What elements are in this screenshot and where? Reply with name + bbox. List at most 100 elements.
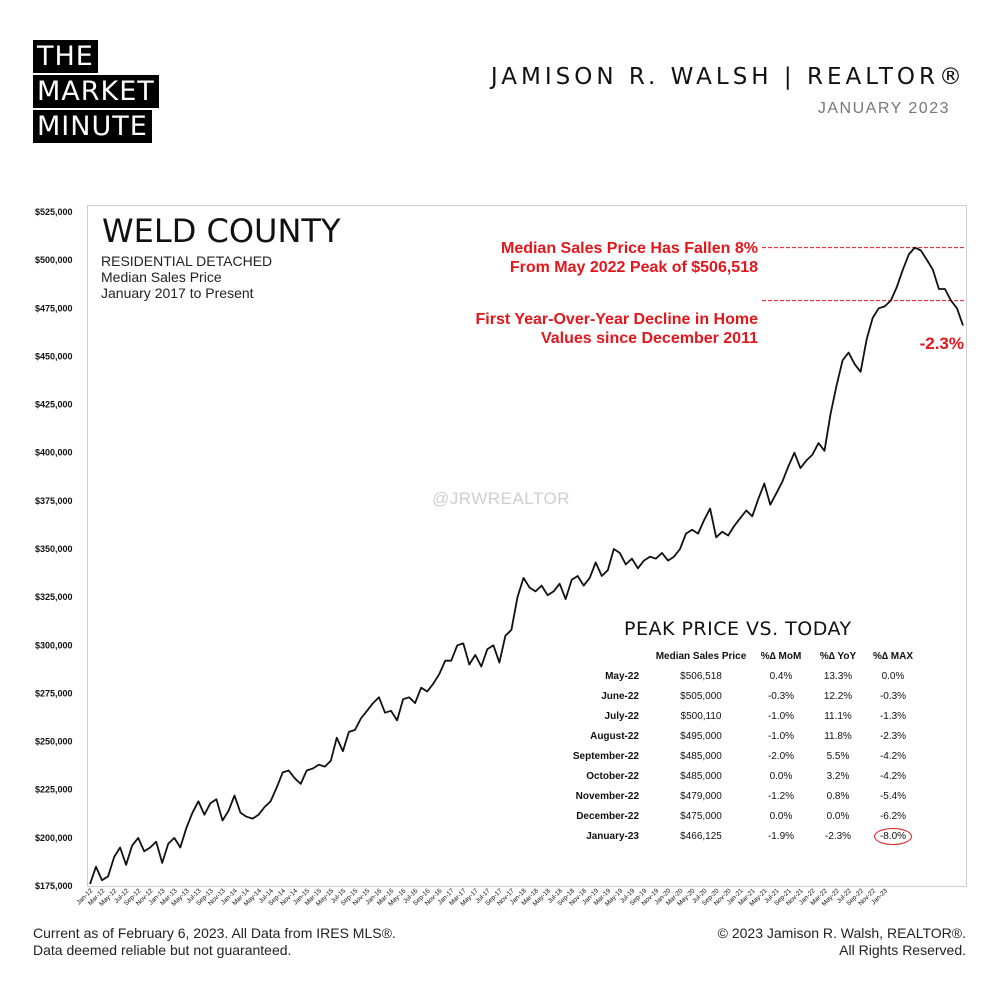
logo-line: THE	[33, 40, 98, 73]
table-cell: -1.0%	[767, 730, 795, 742]
footer-left: Current as of February 6, 2023. All Data…	[33, 925, 396, 959]
table-cell: 11.8%	[824, 730, 852, 742]
chart-title: WELD COUNTY	[102, 212, 341, 250]
table-header-row: Median Sales Price %∆ MoM %∆ YoY %∆ MAX	[565, 646, 921, 666]
column-header: %∆ MAX	[872, 650, 913, 662]
table-cell: 11.1%	[824, 710, 852, 722]
table-cell: -8.0%	[865, 826, 921, 846]
table-cell: -1.9%	[767, 830, 795, 842]
table-cell: -1.3%	[879, 710, 907, 722]
decline-annotation-line2: Values since December 2011	[540, 330, 758, 347]
series-line	[89, 246, 964, 885]
table-cell: December-22	[576, 810, 639, 822]
y-tick-label: $350,000	[35, 544, 73, 554]
table-cell: 0.0%	[769, 770, 793, 782]
table-cell: 5.5%	[826, 750, 850, 762]
decline-value: -2.3%	[919, 334, 964, 353]
table-row: July-22 $500,110 -1.0% 11.1% -1.3%	[565, 706, 921, 726]
table-cell: -4.2%	[879, 770, 907, 782]
y-tick-label: $400,000	[35, 448, 73, 458]
footer-right-line1: © 2023 Jamison R. Walsh, REALTOR®.	[717, 925, 966, 941]
table-cell: $475,000	[680, 810, 722, 822]
y-tick-label: $275,000	[35, 688, 73, 698]
table-cell: 12.2%	[823, 690, 853, 702]
table-cell: $479,000	[680, 790, 722, 802]
column-header	[565, 646, 651, 666]
table-cell: 3.2%	[826, 770, 850, 782]
chart-subtitle-2: Median Sales Price	[101, 269, 222, 285]
highlight-circle: -8.0%	[873, 827, 913, 845]
y-tick-label: $225,000	[35, 785, 73, 795]
column-header: %∆ MoM	[760, 650, 802, 662]
table-cell: -1.0%	[767, 710, 795, 722]
peak-table: Median Sales Price %∆ MoM %∆ YoY %∆ MAX …	[565, 646, 921, 846]
table-row: December-22 $475,000 0.0% 0.0% -6.2%	[565, 806, 921, 826]
table-cell: -0.3%	[767, 690, 795, 702]
table-cell: August-22	[590, 730, 639, 742]
y-tick-label: $475,000	[35, 303, 73, 313]
table-row: August-22 $495,000 -1.0% 11.8% -2.3%	[565, 726, 921, 746]
table-cell: -1.2%	[767, 790, 795, 802]
table-cell: -2.3%	[824, 830, 852, 842]
table-cell: -6.2%	[879, 810, 907, 822]
report-date: JANUARY 2023	[817, 100, 950, 117]
table-cell: May-22	[605, 670, 639, 682]
table-cell: November-22	[575, 790, 639, 802]
logo-line: MINUTE	[33, 110, 152, 143]
table-cell: $505,000	[680, 690, 722, 702]
chart-frame	[87, 205, 967, 887]
y-tick-label: $375,000	[35, 496, 73, 506]
table-row: September-22 $485,000 -2.0% 5.5% -4.2%	[565, 746, 921, 766]
y-tick-label: $175,000	[35, 881, 73, 891]
table-cell: 13.3%	[823, 670, 853, 682]
chart-subtitle-3: January 2017 to Present	[101, 285, 254, 301]
agent-name: JAMISON R. WALSH | REALTOR®	[490, 64, 966, 90]
y-tick-label: $325,000	[35, 592, 73, 602]
peak-annotation-line2: From May 2022 Peak of $506,518	[509, 259, 758, 276]
peak-annotation-line1: Median Sales Price Has Fallen 8%	[500, 240, 758, 257]
footer-left-line1: Current as of February 6, 2023. All Data…	[33, 925, 396, 941]
table-cell: -5.4%	[879, 790, 907, 802]
table-row: June-22 $505,000 -0.3% 12.2% -0.3%	[565, 686, 921, 706]
table-cell: 0.0%	[826, 810, 850, 822]
watermark: @JRWREALTOR	[432, 489, 570, 508]
decline-annotation: First Year-Over-Year Decline in Home Val…	[476, 310, 759, 348]
table-cell: $466,125	[680, 830, 722, 842]
table-cell: September-22	[572, 750, 639, 762]
table-cell: June-22	[601, 690, 639, 702]
table-cell: $485,000	[680, 750, 722, 762]
y-tick-label: $425,000	[35, 400, 73, 410]
table-cell: $495,000	[680, 730, 722, 742]
table-cell: $506,518	[680, 670, 722, 682]
table-cell: $500,110	[680, 710, 722, 722]
table-cell: 0.0%	[769, 810, 793, 822]
y-tick-label: $525,000	[35, 207, 73, 217]
table-cell: -0.3%	[879, 690, 907, 702]
footer-right-line2: All Rights Reserved.	[839, 942, 966, 958]
y-tick-label: $500,000	[35, 255, 73, 265]
table-cell: -4.2%	[879, 750, 907, 762]
table-cell: 0.8%	[826, 790, 850, 802]
table-cell: January-23	[586, 830, 639, 842]
table-cell: 0.0%	[881, 670, 905, 682]
logo-line: MARKET	[33, 75, 159, 108]
table-row: May-22 $506,518 0.4% 13.3% 0.0%	[565, 666, 921, 686]
column-header: %∆ YoY	[819, 650, 857, 662]
decline-annotation-line1: First Year-Over-Year Decline in Home	[475, 311, 759, 328]
table-row: October-22 $485,000 0.0% 3.2% -4.2%	[565, 766, 921, 786]
footer-right: © 2023 Jamison R. Walsh, REALTOR®. All R…	[718, 925, 966, 959]
column-header: Median Sales Price	[655, 650, 747, 662]
y-tick-label: $300,000	[35, 640, 73, 650]
footer-left-line2: Data deemed reliable but not guaranteed.	[33, 942, 292, 958]
table-cell: -2.0%	[767, 750, 795, 762]
y-tick-label: $450,000	[35, 351, 73, 361]
table-cell: July-22	[604, 710, 639, 722]
peak-table-title: PEAK PRICE VS. TODAY	[624, 618, 852, 640]
table-row: November-22 $479,000 -1.2% 0.8% -5.4%	[565, 786, 921, 806]
table-cell: 0.4%	[769, 670, 793, 682]
table-cell: -2.3%	[879, 730, 907, 742]
table-cell: $485,000	[680, 770, 722, 782]
chart-subtitle-1: RESIDENTIAL DETACHED	[101, 253, 273, 269]
y-tick-label: $200,000	[35, 833, 73, 843]
